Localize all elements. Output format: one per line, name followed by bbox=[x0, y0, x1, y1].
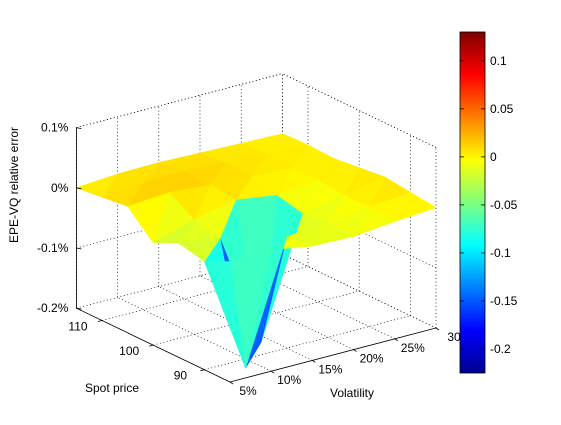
surface-patch-4-0-1 bbox=[101, 182, 144, 207]
x-tick-mark-1 bbox=[270, 370, 275, 374]
colorbar-tick-label-3: -0.05 bbox=[490, 198, 518, 212]
y-axis-line bbox=[76, 307, 231, 383]
box-edge-top-side bbox=[282, 73, 437, 148]
z-tick-label-1: 0% bbox=[51, 181, 69, 195]
colorbar-tick-label-2: 0 bbox=[490, 150, 497, 164]
z-tick-label-0: 0.1% bbox=[41, 121, 69, 135]
grid-line-vol-floor-2 bbox=[158, 286, 313, 361]
tick-labels: 0.1% 0% -0.1% -0.2% 5% 10% 15% 20% 25% 30 90 100 110 bbox=[37, 121, 461, 398]
colorbar-tick-label-0: 0.1 bbox=[490, 54, 507, 68]
colorbar: 0.1 0.05 0 -0.05 -0.1 -0.15 -0.2 bbox=[459, 31, 518, 374]
grid-line-z-back-2 bbox=[76, 193, 283, 249]
y-tick-mark-2 bbox=[97, 320, 103, 322]
colorbar-tick-label-6: -0.2 bbox=[490, 342, 511, 356]
z-tick-label-2: -0.1% bbox=[37, 241, 69, 255]
surface-patch-5-0-1 bbox=[76, 173, 118, 198]
z-axis-label: EPE-VQ relative error bbox=[7, 127, 21, 243]
z-tick-label-3: -0.2% bbox=[37, 301, 69, 315]
y-tick-mark-1 bbox=[149, 344, 154, 347]
x-tick-label-4: 25% bbox=[401, 341, 425, 355]
z-tick-mark-1 bbox=[76, 187, 82, 190]
grid-line-vol-floor-4 bbox=[241, 264, 395, 340]
y-tick-label-0: 90 bbox=[174, 369, 188, 383]
grid-line-vol-floor-3 bbox=[199, 275, 354, 350]
colorbar-gradient bbox=[459, 31, 486, 374]
surface-plot bbox=[76, 133, 437, 369]
colorbar-tick-label-5: -0.15 bbox=[490, 294, 518, 308]
surface-patch-2-0-1 bbox=[152, 219, 195, 244]
surface-patch-3-0-1 bbox=[127, 192, 170, 244]
x-tick-label-3: 20% bbox=[360, 352, 384, 366]
box-edge-top-back bbox=[76, 73, 283, 128]
x-tick-mark-3 bbox=[353, 349, 357, 352]
grid-line-spot-floor-0 bbox=[204, 315, 411, 371]
y-tick-mark-0 bbox=[200, 369, 205, 372]
x-tick-mark-5 bbox=[435, 327, 440, 331]
x-axis-line bbox=[229, 327, 437, 383]
x-tick-label-2: 15% bbox=[318, 362, 342, 376]
y-tick-label-2: 110 bbox=[68, 320, 87, 334]
x-tick-mark-4 bbox=[394, 338, 399, 342]
z-tick-mark-0 bbox=[76, 127, 82, 129]
colorbar-tick-label-1: 0.05 bbox=[490, 102, 514, 116]
x-tick-mark-0 bbox=[229, 381, 234, 385]
x-axis-label: Volatility bbox=[330, 386, 374, 400]
x-tick-mark-2 bbox=[312, 360, 316, 363]
y-tick-label-1: 100 bbox=[119, 344, 139, 358]
grid-line-spot-floor-1 bbox=[153, 290, 360, 346]
colorbar-tick-label-4: -0.1 bbox=[490, 246, 511, 260]
y-axis-label: Spot price bbox=[85, 381, 139, 395]
x-tick-label-5: 30 bbox=[447, 330, 461, 344]
grid-line-spot-floor-2 bbox=[101, 266, 309, 321]
surface-patch-1-0-1 bbox=[178, 237, 221, 262]
x-tick-label-0: 5% bbox=[239, 384, 257, 398]
surface-patch-0-0-1 bbox=[204, 261, 246, 369]
grid-line-z-back-3 bbox=[76, 253, 283, 309]
x-tick-label-1: 10% bbox=[277, 373, 301, 387]
z-tick-mark-2 bbox=[76, 247, 82, 250]
z-tick-mark-3 bbox=[76, 307, 82, 310]
